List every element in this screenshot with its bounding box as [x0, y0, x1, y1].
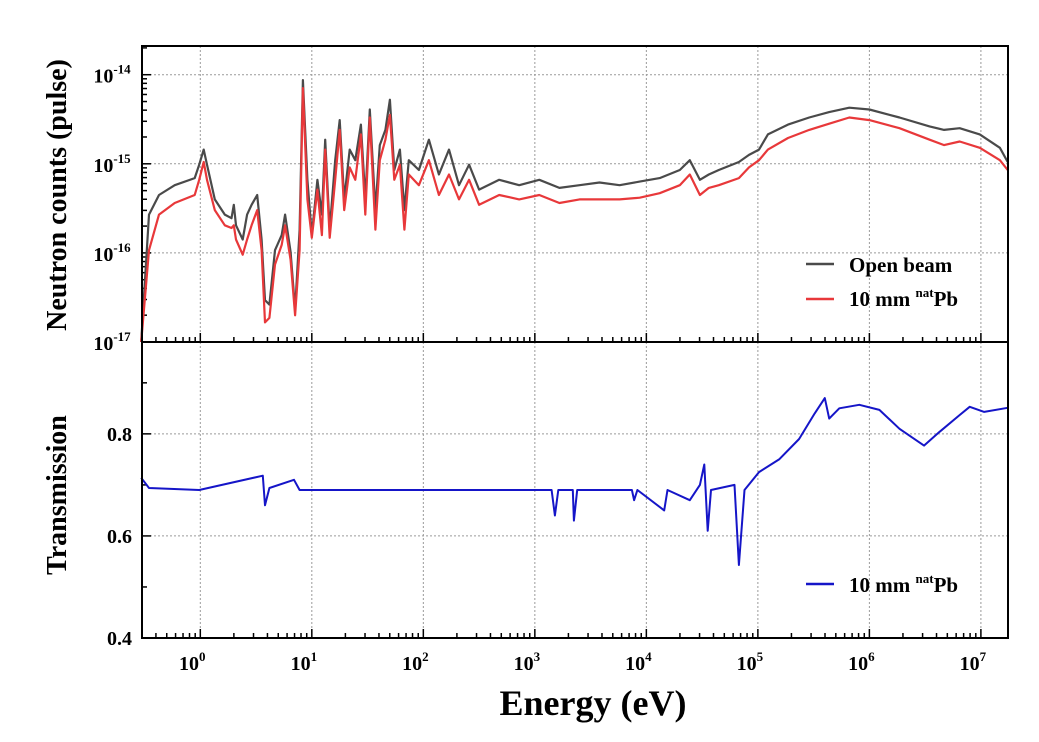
- top-y-axis-title: Neutron counts (pulse): [42, 59, 73, 331]
- x-axis-title: Energy (eV): [500, 683, 687, 723]
- tick-labels: 100 101 102 103 104 105 106 107 10-14 10-15 10-16 1…: [93, 62, 986, 675]
- x-tick-label: 105: [737, 649, 764, 675]
- series-line-pb-counts: [140, 86, 1009, 343]
- y-tick-label-bottom: 0.8: [107, 424, 132, 446]
- bottom-legend: 10 mm natPb: [806, 571, 958, 597]
- y-tick-label-bottom: 0.6: [107, 526, 132, 548]
- series-line-transmission: [140, 397, 1008, 566]
- x-tick-label: 100: [179, 649, 206, 675]
- x-tick-label: 101: [291, 649, 318, 675]
- x-tick-label: 102: [402, 649, 429, 675]
- x-tick-label: 104: [625, 649, 652, 675]
- series-lines: [140, 78, 1009, 566]
- top-legend: Open beam 10 mm natPb: [806, 253, 958, 311]
- x-tick-label: 107: [960, 649, 987, 675]
- x-tick-label: 106: [848, 649, 875, 675]
- bottom-panel-frame: [141, 341, 1009, 639]
- y-tick-label-top: 10-15: [93, 151, 131, 177]
- legend-label-pb: 10 mm natPb: [849, 285, 958, 311]
- y-tick-label-bottom: 0.4: [107, 628, 132, 650]
- y-tick-label-top: 10-14: [93, 62, 131, 88]
- bottom-y-axis-title: Transmission: [42, 415, 73, 575]
- y-tick-label-top: 10-16: [93, 240, 131, 266]
- legend-label-transmission: 10 mm natPb: [849, 571, 958, 597]
- legend-label-open-beam: Open beam: [849, 253, 953, 277]
- x-tick-label: 103: [514, 649, 541, 675]
- y-tick-label-top: 10-17: [93, 329, 131, 355]
- series-line-open-beam: [140, 78, 1009, 343]
